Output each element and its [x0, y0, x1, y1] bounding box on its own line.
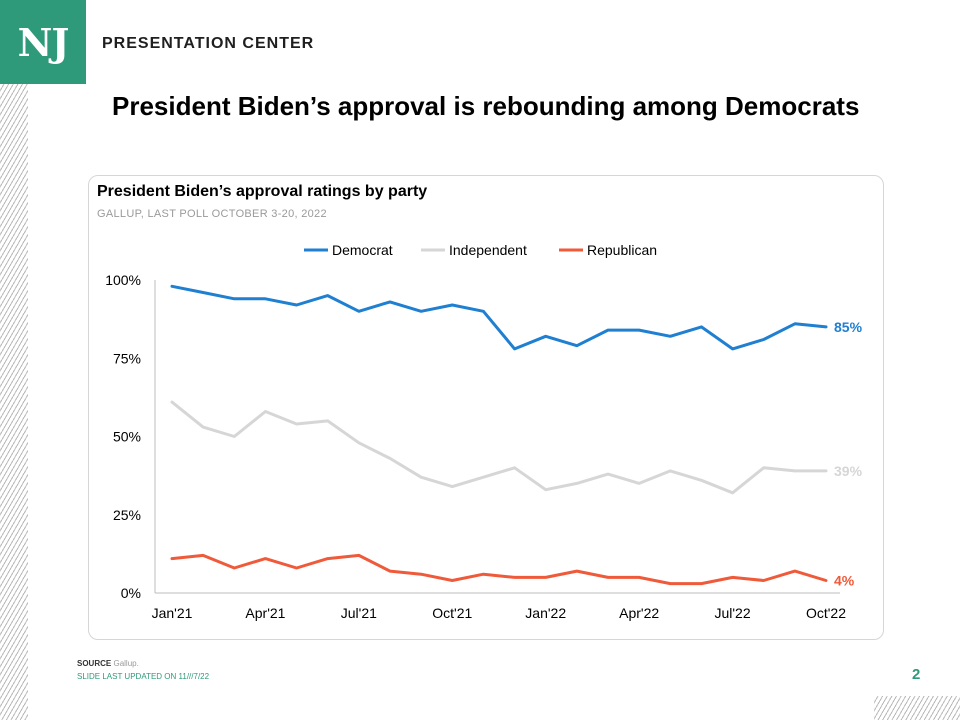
x-tick-label: Apr'21 [245, 605, 285, 621]
source-note: SOURCE Gallup. [77, 659, 139, 668]
series-line-republican [170, 553, 828, 586]
x-tick-label: Oct'21 [432, 605, 472, 621]
last-updated-note: SLIDE LAST UPDATED ON 11///7/22 [77, 672, 209, 681]
legend-label-republican: Republican [587, 242, 657, 258]
chart-subtitle: GALLUP, LAST POLL OCTOBER 3-20, 2022 [97, 208, 327, 220]
x-tick-label: Jul'21 [341, 605, 377, 621]
page-number: 2 [912, 666, 921, 683]
nj-logo: NJ [0, 0, 86, 84]
y-tick-label: 100% [105, 272, 141, 288]
decorative-hatch-right [874, 696, 960, 720]
legend-label-democrat: Democrat [332, 242, 393, 258]
updated-date: 11///7/22 [178, 672, 210, 681]
x-tick-label: Apr'22 [619, 605, 659, 621]
end-label-republican: 4% [834, 572, 855, 588]
y-tick-label: 75% [113, 350, 141, 366]
section-label: PRESENTATION CENTER [102, 35, 315, 52]
slide-title: President Biden’s approval is rebounding… [112, 91, 860, 121]
source-label: SOURCE [77, 659, 112, 668]
y-tick-label: 25% [113, 507, 141, 523]
chart-title: President Biden’s approval ratings by pa… [97, 183, 428, 200]
x-tick-label: Jan'22 [525, 605, 566, 621]
y-tick-label: 0% [121, 585, 141, 601]
source-text: Gallup. [113, 659, 139, 668]
decorative-hatch-left [0, 84, 28, 720]
y-tick-label: 50% [113, 429, 141, 445]
updated-label: SLIDE LAST UPDATED ON [77, 672, 177, 681]
series-line-democrat [170, 284, 828, 351]
end-label-democrat: 85% [834, 319, 863, 335]
end-label-independent: 39% [834, 463, 863, 479]
legend-label-independent: Independent [449, 242, 527, 258]
x-tick-label: Jan'21 [152, 605, 193, 621]
x-tick-label: Jul'22 [714, 605, 750, 621]
x-tick-label: Oct'22 [806, 605, 846, 621]
series-line-independent [170, 400, 828, 495]
